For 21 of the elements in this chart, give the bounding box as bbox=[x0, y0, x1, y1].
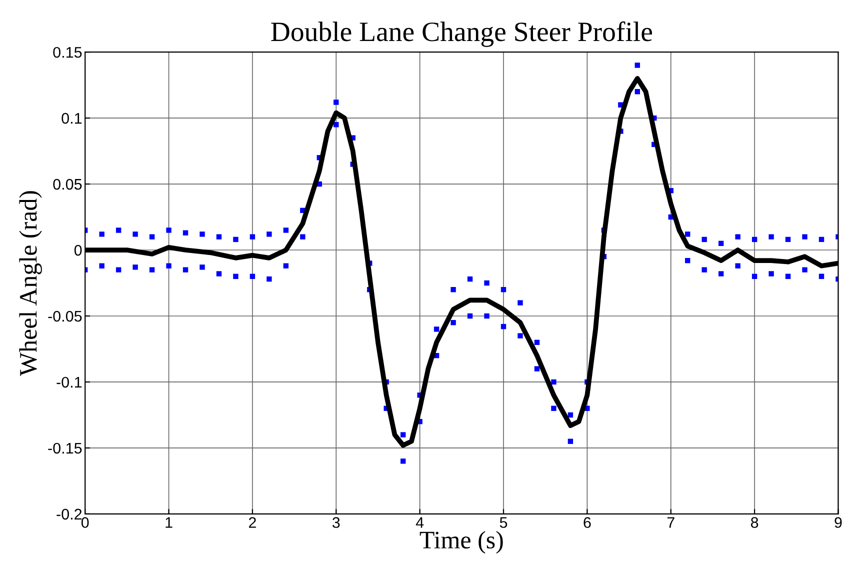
x-tick-label: 0 bbox=[81, 517, 89, 528]
y-tick-label: 0.15 bbox=[53, 46, 82, 58]
x-tick-label: 6 bbox=[584, 517, 591, 528]
chart-title: Double Lane Change Steer Profile bbox=[271, 21, 652, 47]
y-tick-label: 0.1 bbox=[62, 112, 82, 124]
y-tick-label: 0 bbox=[74, 244, 82, 256]
x-axis-title: Time (s) bbox=[420, 530, 503, 554]
y-tick-label: -0.15 bbox=[48, 442, 82, 454]
y-tick-label: 0.05 bbox=[53, 178, 82, 190]
x-tick-label: 7 bbox=[667, 517, 674, 528]
x-tick-label: 5 bbox=[500, 517, 508, 528]
x-tick-label: 8 bbox=[750, 517, 758, 528]
x-tick-label: 9 bbox=[834, 517, 842, 528]
y-tick-label: -0.2 bbox=[56, 508, 82, 520]
y-tick-label: -0.1 bbox=[56, 376, 82, 388]
x-tick-label: 4 bbox=[416, 517, 424, 528]
x-tick-label: 1 bbox=[166, 517, 172, 528]
x-tick-label: 2 bbox=[248, 517, 256, 528]
x-tick-label: 3 bbox=[332, 517, 340, 528]
y-tick-label: -0.05 bbox=[48, 310, 82, 322]
y-axis-title: Wheel Angle (rad) bbox=[19, 191, 42, 376]
